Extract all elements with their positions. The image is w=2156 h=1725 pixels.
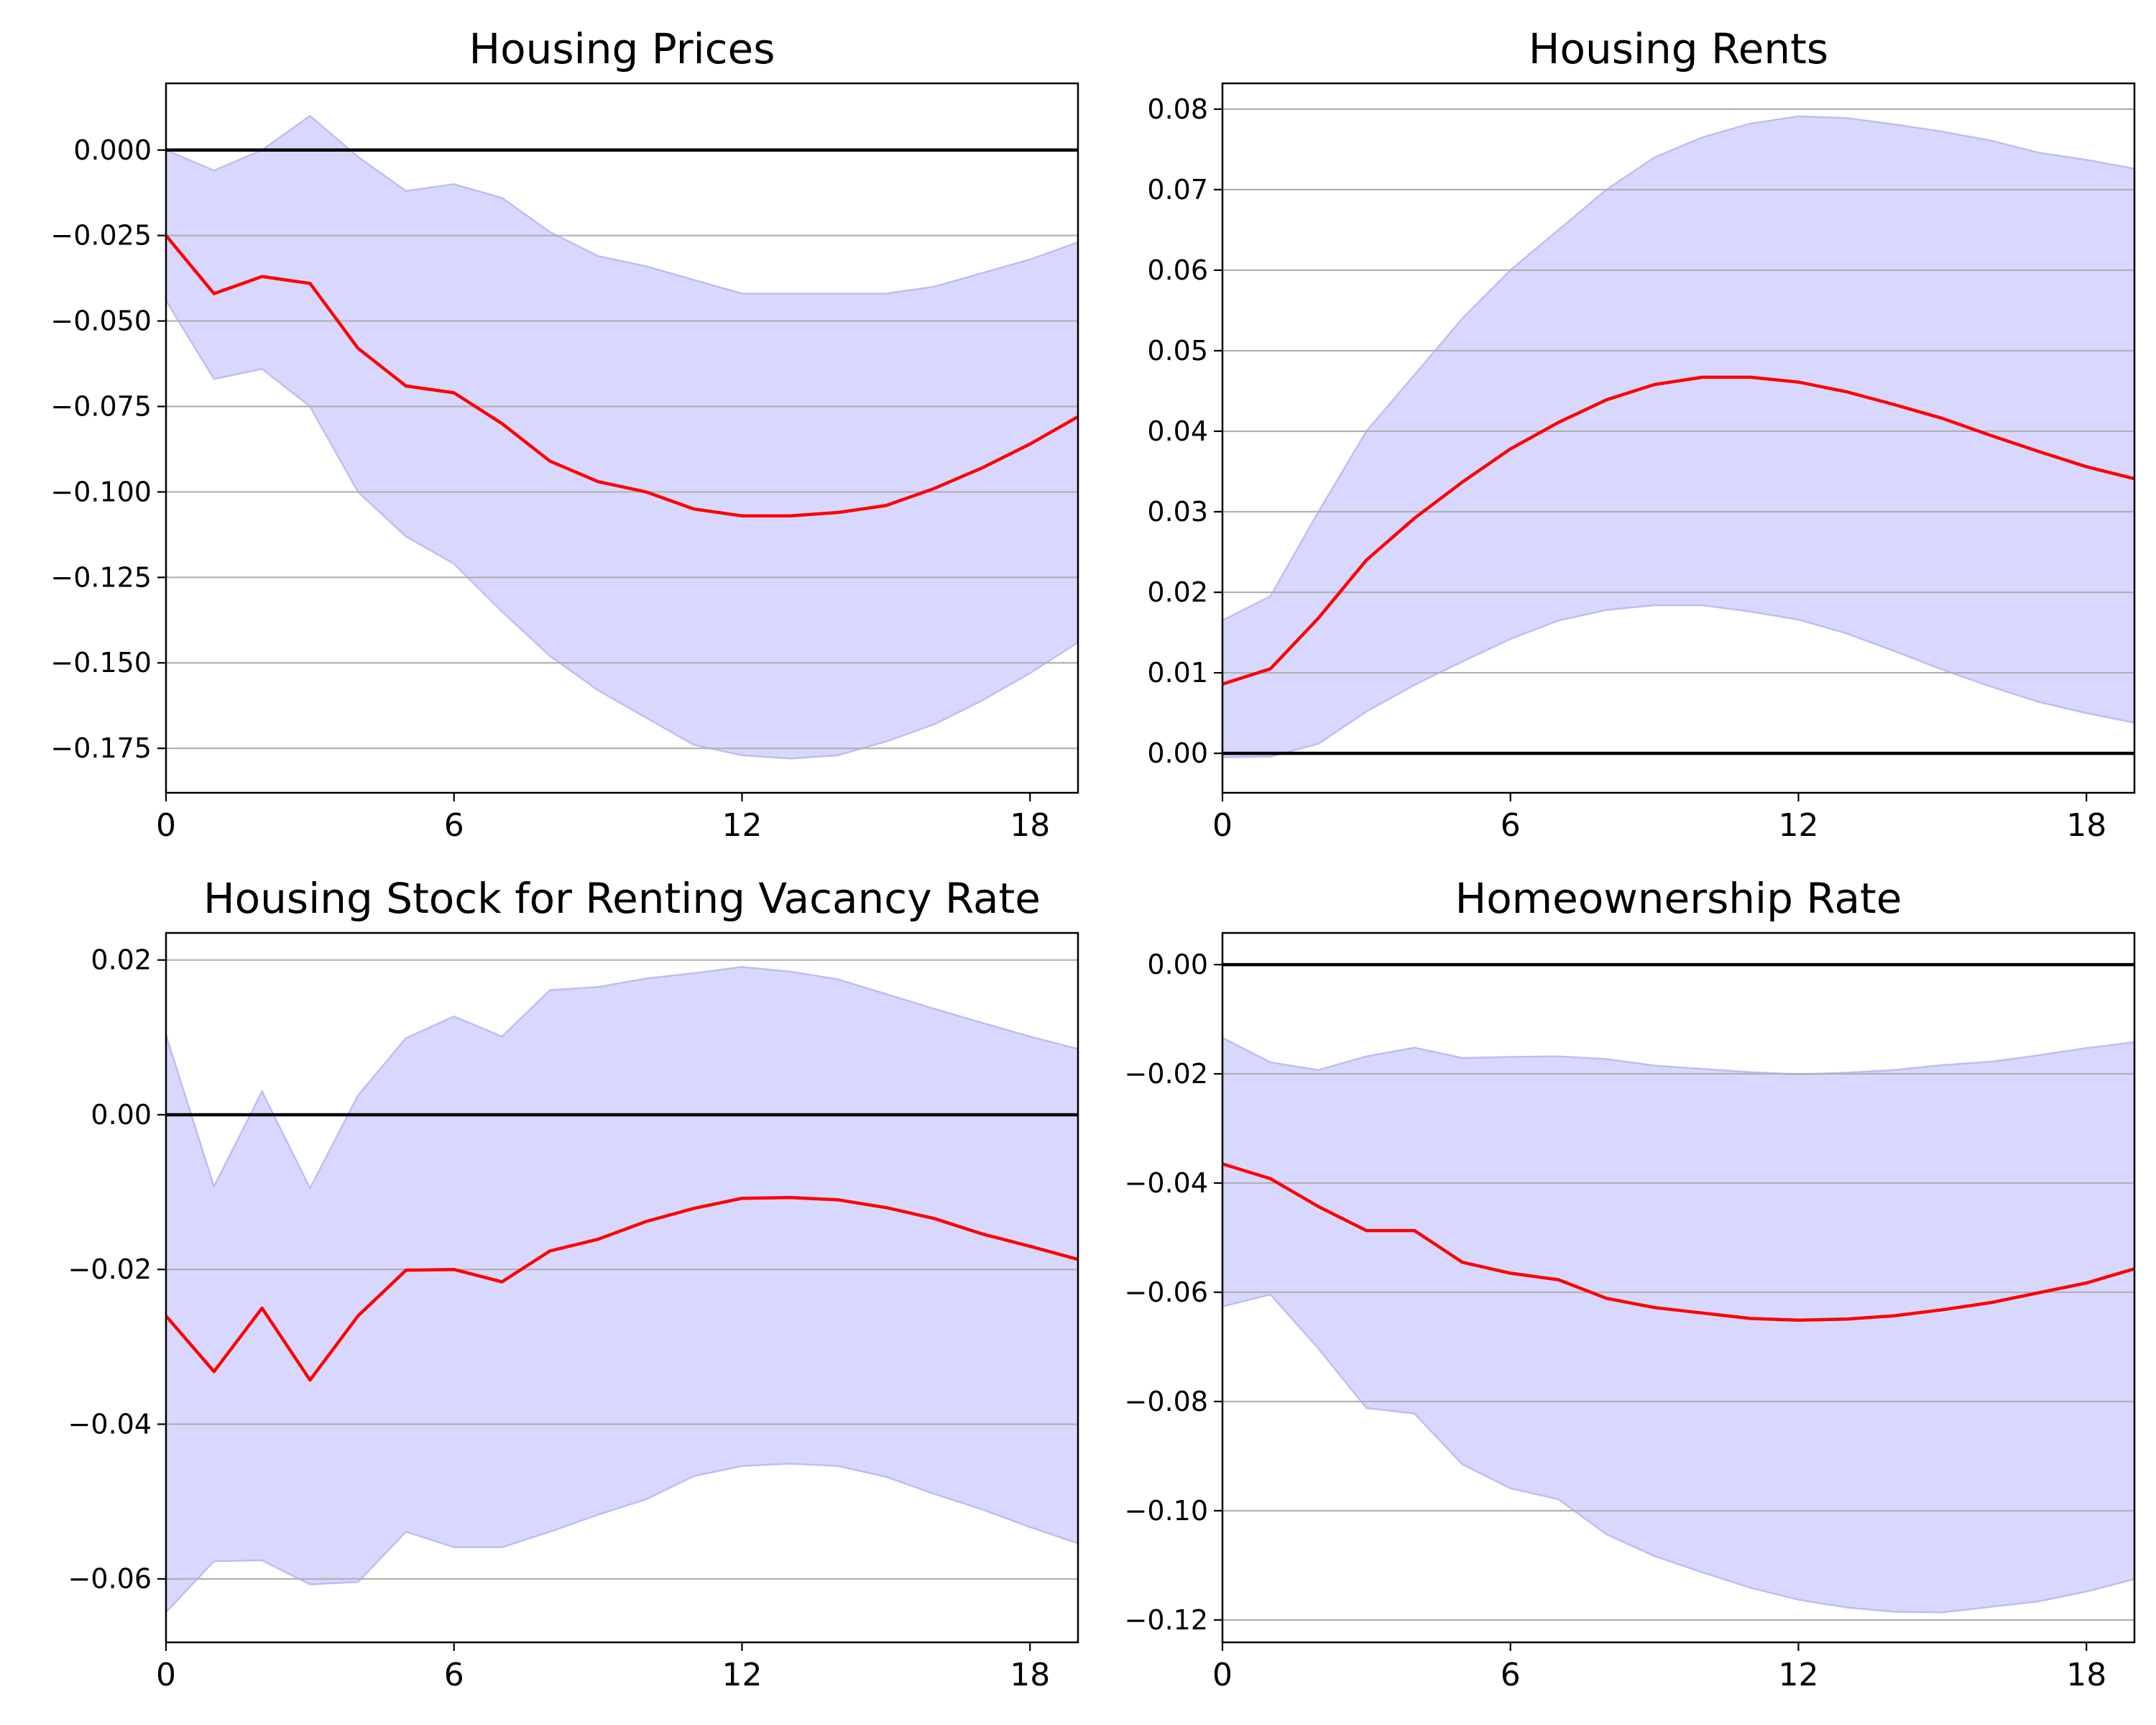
y-tick-label: 0.06 [1147,254,1208,286]
panel-title: Homeownership Rate [1455,874,1902,923]
y-tick-label: 0.07 [1147,174,1208,206]
x-tick-label: 6 [444,1657,464,1693]
y-tick-label: −0.06 [68,1563,152,1595]
y-tick-label: 0.02 [91,944,152,976]
x-tick-label: 0 [1212,807,1233,844]
x-tick-label: 0 [1212,1657,1233,1693]
panel-title: Housing Rents [1529,24,1828,73]
y-tick-label: −0.125 [50,561,152,593]
x-tick-label: 0 [156,807,176,844]
y-tick-label: 0.08 [1147,93,1208,125]
panel-housing-prices: 0.000 −0.025 −0.050 −0.075 −0.100 −0.125 −0.15… [50,24,1079,844]
x-tick-label: 18 [1010,807,1050,844]
axes-frame [1221,82,2136,794]
confidence-band [1221,1036,2136,1614]
y-tick-label: −0.175 [50,732,152,764]
x-tick-label: 6 [1501,807,1521,844]
panel-vacancy-rate: 0.02 0.00 −0.02 −0.04 −0.06 0 6 12 18 Housing St… [68,874,1079,1693]
y-tick-label: −0.12 [1125,1604,1208,1636]
x-tick-label: 12 [722,1657,762,1693]
y-tick-label: 0.03 [1147,496,1208,528]
x-tick-label: 18 [1010,1657,1050,1693]
x-tick-label: 12 [722,807,762,844]
x-tick-label: 18 [2066,807,2106,844]
axes-frame [165,932,1079,1644]
estimate-line [165,234,1079,518]
y-tick-label: −0.10 [1125,1495,1208,1527]
panel-homeownership-rate: 0.00 −0.02 −0.04 −0.06 −0.08 −0.10 −0.120 6 12 18… [1125,874,2136,1693]
x-tick-label: 12 [1778,807,1818,844]
estimate-line [165,1195,1079,1382]
y-tick-label: −0.02 [1125,1058,1208,1090]
y-tick-label: 0.01 [1147,657,1208,689]
y-tick-label: 0.00 [1147,737,1208,769]
y-tick-label: −0.025 [50,220,152,252]
x-tick-label: 6 [1501,1657,1521,1693]
axes-frame [1221,932,2136,1644]
x-tick-label: 18 [2066,1657,2106,1693]
x-tick-label: 0 [156,1657,176,1693]
y-tick-label: −0.100 [50,476,152,507]
panel-title: Housing Prices [469,24,775,73]
confidence-band [165,966,1079,1615]
y-tick-label: −0.08 [1125,1386,1208,1417]
estimate-line [1222,1162,2135,1322]
y-tick-label: −0.06 [1125,1276,1208,1308]
y-tick-label: −0.02 [68,1254,152,1285]
y-tick-label: 0.04 [1147,415,1208,447]
x-tick-label: 12 [1778,1657,1818,1693]
y-tick-label: −0.150 [50,647,152,678]
y-tick-label: 0.05 [1147,335,1208,367]
y-tick-label: −0.075 [50,391,152,423]
y-tick-label: −0.050 [50,305,152,337]
y-tick-label: 0.02 [1147,576,1208,608]
y-tick-label: 0.000 [73,134,152,166]
estimate-line [1222,375,2135,686]
axes-frame [165,82,1079,794]
y-tick-label: −0.04 [1125,1167,1208,1199]
y-tick-label: 0.00 [91,1099,152,1131]
y-tick-label: −0.04 [68,1408,152,1440]
panel-title: Housing Stock for Renting Vacancy Rate [203,874,1041,923]
panel-housing-rents: 0.00 0.01 0.02 0.03 0.04 0.05 0.06 0.07 0.08 0 6 12… [1147,24,2136,844]
y-tick-label: 0.00 [1147,949,1208,980]
x-tick-label: 6 [444,807,464,844]
